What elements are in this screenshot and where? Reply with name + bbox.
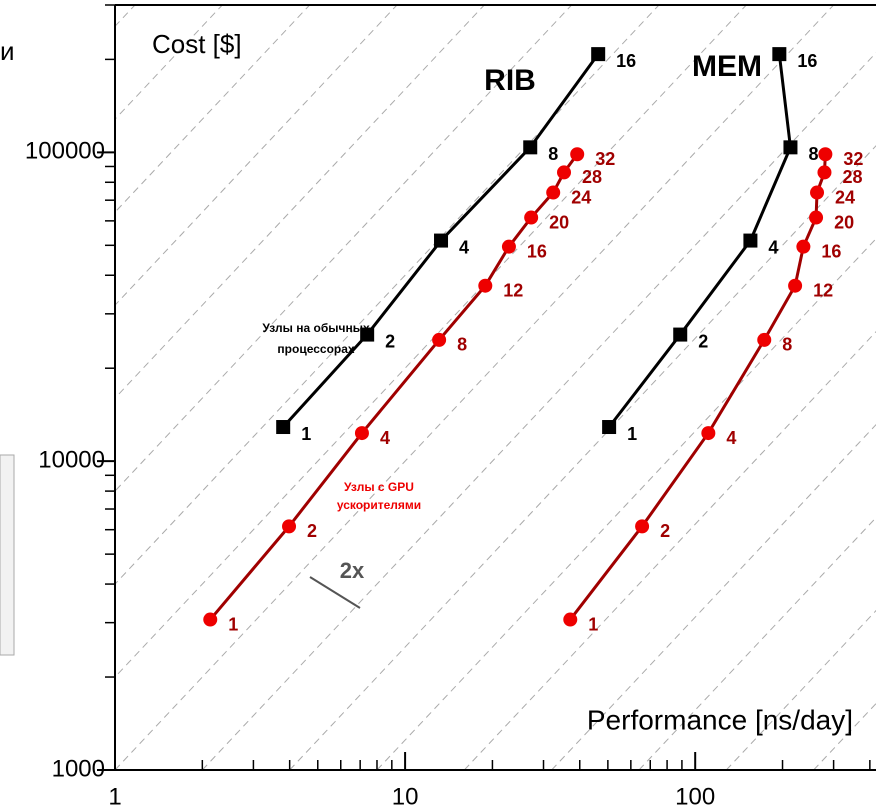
- point: [360, 327, 375, 342]
- point-label: 12: [503, 280, 523, 300]
- point: [501, 239, 516, 254]
- point: [478, 278, 493, 293]
- point: [788, 278, 803, 293]
- guide-line: [115, 5, 223, 120]
- point: [757, 332, 772, 347]
- point: [570, 147, 585, 162]
- point: [743, 233, 758, 248]
- point-label: 2: [385, 331, 395, 351]
- y-tick-label: 10000: [38, 447, 105, 474]
- guide-line: [813, 702, 876, 770]
- guide-line: [289, 145, 876, 770]
- point-label: 4: [459, 237, 469, 257]
- point: [783, 140, 798, 155]
- point-label: 2: [307, 521, 317, 541]
- guide-line: [115, 5, 747, 678]
- point-label: 8: [457, 335, 467, 355]
- side-text: и: [0, 36, 15, 66]
- point: [546, 185, 561, 200]
- slope-line: [309, 576, 361, 609]
- cpu-note: Узлы на обычных: [262, 321, 370, 335]
- point: [673, 327, 688, 342]
- point-label: 20: [549, 212, 569, 232]
- point-label: 32: [843, 149, 863, 169]
- gpu-note: ускорителями: [337, 498, 421, 512]
- point: [432, 332, 447, 347]
- guide-line: [115, 5, 485, 399]
- point-label: 8: [548, 144, 558, 164]
- guide-line: [115, 5, 311, 213]
- point: [276, 420, 291, 435]
- guide-line: [551, 423, 876, 770]
- point-label: 1: [627, 424, 637, 444]
- x-tick-label: 10: [392, 783, 419, 810]
- guide-line: [638, 516, 876, 770]
- point-label: 16: [616, 51, 636, 71]
- point: [563, 612, 578, 627]
- point: [524, 210, 539, 225]
- guide-line: [376, 238, 876, 770]
- x-tick-label: 1: [108, 783, 121, 810]
- point: [772, 47, 787, 62]
- y-tick-label: 100000: [25, 138, 105, 165]
- guide-line: [115, 5, 660, 585]
- point-label: 32: [595, 149, 615, 169]
- point: [635, 519, 650, 534]
- point: [810, 185, 825, 200]
- slope-label: 2x: [340, 558, 365, 583]
- x-tick-label: 100: [675, 783, 715, 810]
- point-label: 8: [782, 335, 792, 355]
- point-label: 2: [660, 521, 670, 541]
- point: [701, 426, 716, 441]
- point: [203, 612, 218, 627]
- point-label: 2: [698, 331, 708, 351]
- point-label: 16: [527, 241, 547, 261]
- point-label: 28: [582, 167, 602, 187]
- point-label: 24: [835, 187, 855, 207]
- series-line: [209, 153, 579, 621]
- y-tick-label: 1000: [52, 755, 105, 782]
- point: [817, 165, 832, 180]
- point: [809, 210, 824, 225]
- series-line: [569, 154, 827, 621]
- point: [282, 519, 297, 534]
- point-label: 4: [380, 428, 390, 448]
- guide-line: [725, 609, 876, 770]
- point: [796, 239, 811, 254]
- point-label: 1: [228, 614, 238, 634]
- guide-line: [115, 5, 834, 770]
- x-axis-label: Performance [ns/day]: [587, 704, 853, 735]
- point-label: 16: [821, 241, 841, 261]
- guide-line: [115, 5, 398, 306]
- point-label: 24: [571, 187, 591, 207]
- point: [591, 47, 606, 62]
- cropped-figure: [0, 454, 15, 656]
- point: [354, 426, 369, 441]
- point-label: 4: [726, 428, 736, 448]
- point-label: 20: [834, 212, 854, 232]
- point-label: 28: [842, 167, 862, 187]
- guide-line: [463, 331, 876, 770]
- point-label: 8: [808, 144, 818, 164]
- point-label: 16: [797, 51, 817, 71]
- y-axis-label: Cost [$]: [152, 29, 242, 59]
- point-label: 12: [813, 280, 833, 300]
- group-label: MEM: [692, 50, 762, 83]
- cpu-note: процессорах: [277, 342, 354, 356]
- guides: [115, 5, 876, 770]
- point-label: 1: [588, 614, 598, 634]
- guide-line: [201, 52, 876, 770]
- point: [523, 140, 538, 155]
- guide-line: [115, 5, 572, 492]
- point-label: 4: [768, 237, 778, 257]
- point: [602, 420, 617, 435]
- point: [557, 165, 572, 180]
- point: [818, 147, 833, 162]
- gpu-note: Узлы с GPU: [344, 480, 414, 494]
- point: [434, 233, 449, 248]
- group-label: RIB: [484, 64, 536, 97]
- point-label: 1: [301, 424, 311, 444]
